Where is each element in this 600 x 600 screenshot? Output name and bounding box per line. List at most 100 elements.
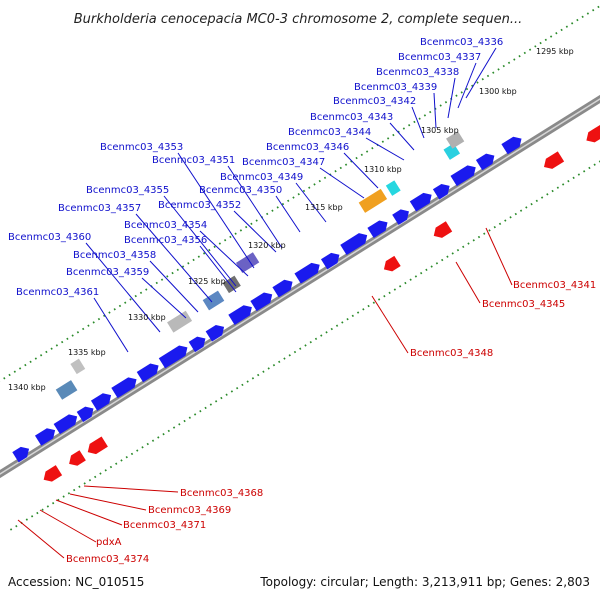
inner-tick <box>78 485 81 488</box>
outer-tick <box>18 367 22 370</box>
gene-label[interactable]: Bcenmc03_4344 <box>288 127 371 138</box>
outer-tick <box>418 117 421 120</box>
forward-gene-16 <box>367 220 388 239</box>
label-leader-lines <box>17 47 513 559</box>
gene-label[interactable]: Bcenmc03_4357 <box>58 203 141 214</box>
kbp-label-1305: 1305 kbp <box>421 126 459 135</box>
outer-tick <box>544 38 548 41</box>
gene-label[interactable]: Bcenmc03_4343 <box>310 112 393 123</box>
outer-tick <box>586 12 590 15</box>
forward-gene-5 <box>111 377 137 399</box>
gene-label[interactable]: Bcenmc03_4345 <box>482 299 565 310</box>
outer-tick <box>523 51 526 55</box>
gene-label[interactable]: Bcenmc03_4347 <box>242 157 325 168</box>
inner-tick <box>57 498 60 502</box>
inner-tick <box>136 449 139 452</box>
inner-tick <box>425 268 428 272</box>
gene-label[interactable]: Bcenmc03_4337 <box>398 52 481 63</box>
outer-tick <box>213 245 216 249</box>
inner-tick <box>314 337 318 341</box>
inner-tick <box>120 459 123 462</box>
feature-box-0 <box>55 380 78 400</box>
map-title: Burkholderia cenocepacia MC0-3 chromosom… <box>74 12 522 27</box>
outer-tick <box>24 363 27 367</box>
inner-tick <box>498 222 502 226</box>
outer-tick <box>266 212 269 216</box>
gene-label[interactable]: Bcenmc03_4374 <box>66 554 149 565</box>
inner-tick <box>193 413 197 416</box>
outer-tick <box>281 202 285 206</box>
outer-tick <box>313 183 316 186</box>
forward-gene-1 <box>34 428 56 446</box>
gene-label[interactable]: Bcenmc03_4346 <box>266 142 349 153</box>
gene-label[interactable]: Bcenmc03_4336 <box>420 37 503 48</box>
gene-label[interactable]: Bcenmc03_4359 <box>66 267 149 278</box>
inner-tick <box>346 317 349 321</box>
inner-tick <box>30 515 34 518</box>
outer-tick <box>549 35 553 38</box>
inner-tick <box>288 354 291 357</box>
gene-label[interactable]: Bcenmc03_4349 <box>220 172 303 183</box>
reverse-gene-labels: Bcenmc03_4341 Bcenmc03_4345 Bcenmc03_434… <box>66 280 596 565</box>
outer-tick <box>8 373 11 377</box>
outer-tick <box>381 140 385 143</box>
outer-tick <box>87 324 90 327</box>
outer-tick <box>181 265 185 268</box>
gene-label[interactable]: Bcenmc03_4356 <box>124 235 207 246</box>
outer-tick <box>476 81 479 84</box>
gene-label[interactable]: Bcenmc03_4371 <box>123 520 206 531</box>
outer-tick <box>534 45 537 48</box>
inner-tick <box>241 383 244 387</box>
outer-tick <box>497 68 500 71</box>
gene-label[interactable]: Bcenmc03_4358 <box>73 250 156 261</box>
outer-tick <box>507 61 511 64</box>
inner-tick <box>593 163 596 166</box>
inner-tick <box>409 278 412 281</box>
gene-label[interactable]: Bcenmc03_4360 <box>8 232 91 243</box>
gene-label[interactable]: Bcenmc03_4342 <box>333 96 416 107</box>
inner-tick <box>209 403 213 406</box>
accession-text: Accession: NC_010515 <box>8 575 144 589</box>
gene-label[interactable]: Bcenmc03_4353 <box>100 142 183 153</box>
forward-leader-20 <box>85 242 161 333</box>
outer-tick <box>486 74 490 78</box>
outer-tick <box>444 101 448 104</box>
outer-tick <box>371 147 374 150</box>
inner-tick <box>162 432 165 436</box>
reverse-gene-2 <box>87 436 108 455</box>
gene-label[interactable]: Bcenmc03_4339 <box>354 82 437 93</box>
inner-tick <box>398 285 402 288</box>
outer-tick <box>302 189 306 193</box>
outer-tick <box>276 206 279 209</box>
gene-label[interactable]: Bcenmc03_4368 <box>180 488 263 499</box>
outer-tick <box>460 91 463 94</box>
inner-tick <box>167 429 170 433</box>
reverse-gene-4 <box>433 221 453 238</box>
outer-tick <box>13 370 16 373</box>
kbp-label-1320: 1320 kbp <box>248 241 286 250</box>
outer-tick <box>160 278 164 281</box>
outer-tick <box>271 209 274 212</box>
outer-tick <box>576 18 579 22</box>
gene-label[interactable]: Bcenmc03_4351 <box>152 155 235 166</box>
inner-tick <box>67 492 71 495</box>
gene-label[interactable]: Bcenmc03_4341 <box>513 280 596 291</box>
gene-label[interactable]: Bcenmc03_4352 <box>158 200 241 211</box>
inner-tick <box>577 173 581 176</box>
gene-label[interactable]: Bcenmc03_4348 <box>410 348 493 359</box>
gene-label[interactable]: Bcenmc03_4338 <box>376 67 459 78</box>
gene-label[interactable]: pdxA <box>96 537 122 548</box>
inner-tick <box>441 258 444 262</box>
outer-tick <box>423 114 427 117</box>
gene-label[interactable]: Bcenmc03_4350 <box>199 185 282 196</box>
gene-label[interactable]: Bcenmc03_4355 <box>86 185 169 196</box>
inner-tick <box>246 380 249 383</box>
reverse-leader-1 <box>455 261 481 304</box>
gene-label[interactable]: Bcenmc03_4354 <box>124 220 207 231</box>
forward-leader-0 <box>465 47 497 99</box>
gene-label[interactable]: Bcenmc03_4361 <box>16 287 99 298</box>
inner-tick <box>146 442 149 446</box>
outer-tick <box>318 179 321 183</box>
gene-label[interactable]: Bcenmc03_4369 <box>148 505 231 516</box>
